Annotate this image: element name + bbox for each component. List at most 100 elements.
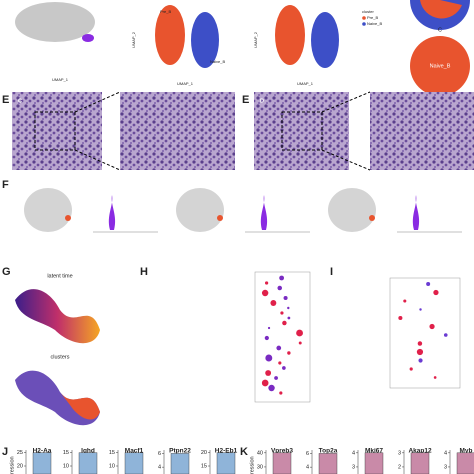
y-tick-label: 4 <box>444 450 447 456</box>
axis-label: UMAP_2 <box>253 31 258 48</box>
violin <box>260 195 268 230</box>
dot <box>443 333 448 337</box>
zoom-line <box>321 91 371 113</box>
dot <box>426 281 431 287</box>
y-tick-label: 25 <box>17 450 23 456</box>
dot <box>398 315 403 321</box>
top-row: UMAP_1 Pre_B Naive_B UMAP_1 UMAP_2 UMAP_… <box>15 0 470 107</box>
gene-name: Top2a <box>319 448 338 455</box>
dot <box>287 316 291 320</box>
gene-name: Akap12 <box>408 448 432 455</box>
violin <box>412 195 420 230</box>
bar <box>410 452 430 474</box>
bar <box>216 452 236 474</box>
bar <box>318 453 338 474</box>
umap-cloud <box>328 188 376 232</box>
dot <box>278 361 282 365</box>
dot <box>264 335 269 341</box>
umap-cloud <box>191 12 219 68</box>
dot <box>418 358 423 363</box>
dot <box>280 311 284 315</box>
axis-label: Expression <box>249 456 255 474</box>
dot <box>416 348 424 356</box>
dot <box>279 391 283 395</box>
dot <box>296 329 303 337</box>
umap-cluster <box>369 215 375 221</box>
y-tick-label: 10 <box>63 463 69 469</box>
zoom-line <box>74 149 121 171</box>
umap-cloud <box>15 289 100 344</box>
image-label: C <box>18 98 22 104</box>
axis-label: UMAP_1 <box>177 81 194 86</box>
bar <box>170 453 190 474</box>
zoom-line <box>74 91 121 113</box>
enrichment: H I <box>140 266 461 403</box>
dot <box>265 370 272 376</box>
axis-label: UMAP_2 <box>131 31 136 48</box>
gene-name: Ptpn22 <box>169 448 191 455</box>
dot <box>261 289 269 297</box>
dot <box>265 354 273 362</box>
umap-cloud <box>24 188 72 232</box>
dot <box>409 367 413 371</box>
image-label: D <box>260 98 264 104</box>
panel-label: H <box>140 266 148 278</box>
y-tick-label: 20 <box>201 450 207 456</box>
annotation: Naive_B <box>210 59 225 64</box>
y-tick-label: 30 <box>257 464 263 470</box>
dot <box>433 289 439 296</box>
feature-plots: F <box>2 179 9 191</box>
gene-name: Ighd <box>81 448 95 455</box>
gene-name: Macf1 <box>125 448 144 455</box>
y-tick-label: 4 <box>158 465 161 471</box>
bar <box>456 452 474 474</box>
bar <box>124 452 144 474</box>
y-tick-label: 15 <box>201 463 207 469</box>
bar <box>364 452 384 474</box>
y-tick-label: 4 <box>352 450 355 456</box>
legend-dot <box>362 16 366 20</box>
pie-label: Naive_B <box>430 63 451 69</box>
y-tick-label: 4 <box>306 465 309 471</box>
dot <box>287 351 291 355</box>
axis-label: Expression <box>9 456 15 474</box>
gene-name: Mki67 <box>365 448 383 455</box>
panel-label: J <box>2 446 8 458</box>
umap-cloud <box>311 12 339 68</box>
histology-image <box>12 92 102 170</box>
panel-label: G <box>2 266 11 278</box>
dot <box>261 379 269 387</box>
dot <box>433 376 437 379</box>
y-tick-label: 6 <box>306 451 309 457</box>
plot-title: latent time <box>47 273 72 279</box>
y-tick-label: 6 <box>158 451 161 457</box>
pie-label: C <box>438 27 442 33</box>
plot-title: clusters <box>51 354 70 360</box>
gene-name: Vpreb3 <box>271 448 293 455</box>
legend-title: cluster <box>362 9 374 14</box>
dot <box>268 384 275 392</box>
panel-label: E <box>2 94 9 106</box>
pie <box>420 0 462 19</box>
y-tick-label: 3 <box>398 450 401 456</box>
dot <box>267 326 271 330</box>
velocity: G latent time clusters <box>2 266 100 426</box>
zoom-box <box>281 111 323 151</box>
zoom-box <box>34 111 76 151</box>
panel-label: E <box>242 94 249 106</box>
gene-name: H2-Eb1 <box>215 448 238 455</box>
dot <box>298 341 302 345</box>
violin <box>108 195 116 230</box>
bar <box>32 452 52 474</box>
dot <box>274 376 278 380</box>
dot <box>419 308 422 311</box>
umap-cloud <box>176 188 224 232</box>
dot <box>403 299 407 303</box>
y-tick-label: 10 <box>109 463 115 469</box>
panel-label: I <box>330 266 333 278</box>
axis-label: UMAP_1 <box>297 81 314 86</box>
umap-cloud <box>15 2 95 42</box>
bar-panels: J K <box>2 446 248 458</box>
dot <box>282 320 287 326</box>
